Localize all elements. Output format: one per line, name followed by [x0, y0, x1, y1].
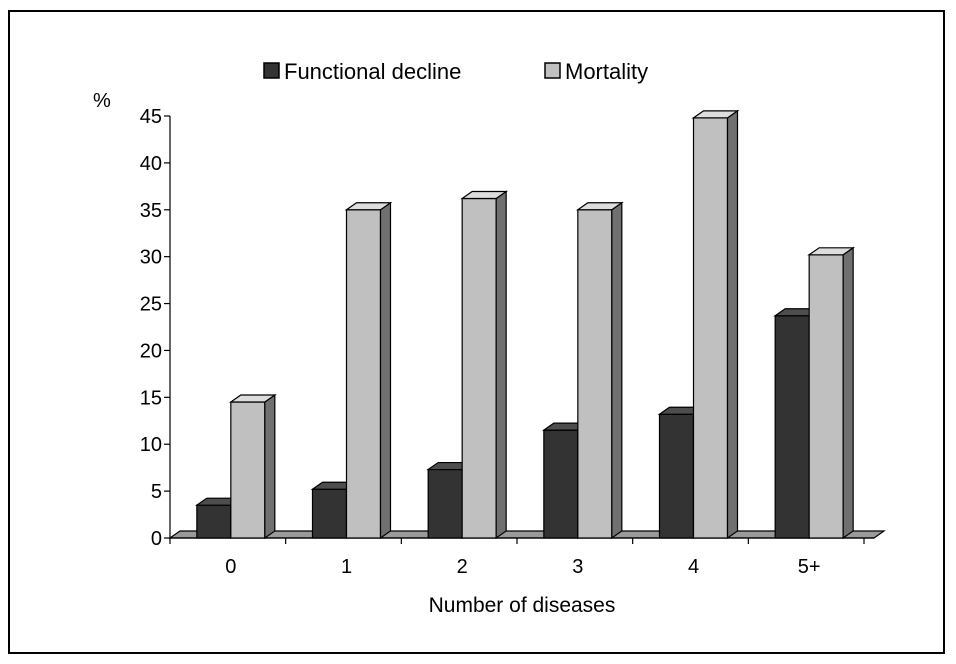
y-axis-label: % [93, 90, 111, 112]
y-tick-label: 45 [140, 106, 162, 128]
y-tick-label: 5 [151, 481, 162, 503]
plot-area: 0 5 10 15 20 25 30 35 40 45 0 1 2 3 4 5+ [140, 106, 886, 578]
bar-front [427, 468, 463, 539]
bar-mortality-1 [344, 201, 393, 540]
bar-mortality-2 [460, 190, 509, 540]
bar-mortality-4 [691, 109, 740, 540]
y-tick-label: 35 [140, 200, 162, 222]
x-tick-label: 4 [688, 556, 699, 578]
legend-swatch-mortality [544, 62, 561, 79]
y-tick-label: 0 [151, 528, 162, 550]
bar-mortality-3 [575, 201, 624, 540]
bar-front [230, 401, 266, 539]
x-axis-title: Number of diseases [429, 594, 616, 617]
bar-top [691, 110, 740, 119]
bar-top [460, 190, 509, 200]
bar-front [345, 209, 382, 539]
legend-swatch-functional-decline [263, 62, 280, 79]
bar-front [461, 197, 497, 539]
bar-side [842, 246, 854, 540]
x-tick-label: 1 [341, 556, 352, 578]
x-tick-label: 2 [457, 556, 468, 578]
y-tick-label: 40 [140, 153, 162, 175]
bar-mortality-5+ [807, 246, 856, 540]
legend: Functional decline Mortality [263, 59, 648, 84]
bar-mortality-0 [228, 393, 277, 540]
x-tick-label: 5+ [798, 556, 821, 578]
bar-top [575, 202, 624, 211]
bar-side [726, 109, 739, 540]
bar-front [808, 254, 844, 539]
legend-label-mortality: Mortality [565, 59, 648, 84]
bar-side [264, 393, 276, 540]
y-tick-label: 25 [140, 294, 162, 316]
bar-side [495, 190, 507, 540]
y-tick-label: 30 [140, 247, 162, 269]
bar-side [379, 201, 392, 540]
bar-front [774, 315, 810, 539]
bar-front [658, 413, 695, 539]
x-tick-label: 3 [572, 556, 583, 578]
bar-top [344, 202, 393, 211]
bar-top [228, 394, 277, 403]
x-tick-label: 0 [225, 556, 236, 578]
y-tick-label: 10 [140, 434, 162, 456]
bar-front [543, 429, 579, 539]
legend-label-functional-decline: Functional decline [284, 59, 461, 84]
y-tick-label: 20 [140, 340, 162, 362]
bar-front [577, 209, 613, 539]
bar-front [692, 117, 729, 539]
bar-side [611, 201, 623, 540]
bar-front [311, 488, 348, 539]
bar-front [196, 504, 232, 539]
bar-top [807, 247, 856, 256]
y-tick-label: 15 [140, 387, 162, 409]
